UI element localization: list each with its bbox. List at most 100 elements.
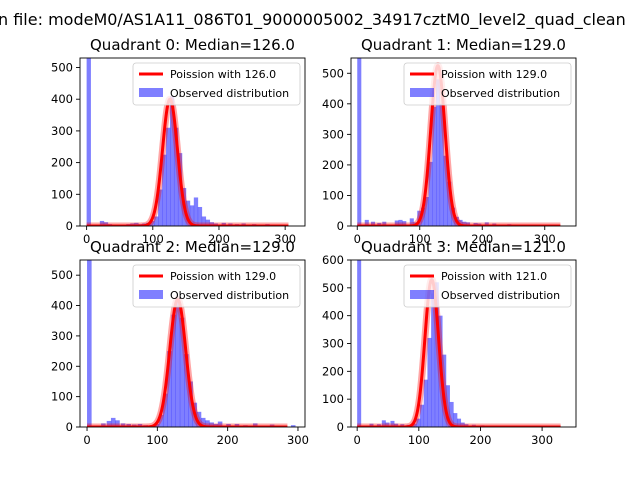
x-tick-label: 100 [146, 433, 168, 447]
legend-entry-observed: Observed distribution [441, 87, 560, 100]
y-tick-label: 0 [66, 219, 73, 233]
histogram-bar [423, 379, 428, 427]
subplot-grid: 0 100 200 300 0 100 200 300 400 500 Quadrant 0: Me… [51, 36, 577, 447]
y-tick-label: 500 [51, 61, 73, 75]
x-tick-label: 200 [471, 232, 493, 246]
y-tick-label: 400 [322, 309, 344, 323]
histogram-bar [252, 423, 258, 427]
histogram-bar [106, 420, 112, 427]
histogram-bar [226, 423, 231, 427]
histogram-bar [394, 423, 399, 427]
histogram-bar [205, 420, 210, 427]
histogram-bar [447, 181, 452, 226]
legend-entry-poisson: Poission with 129.0 [441, 68, 547, 81]
legend-box [132, 62, 301, 106]
poisson-curve [85, 97, 290, 226]
histogram-bar [173, 127, 179, 226]
y-tick-label: 100 [322, 392, 344, 406]
x-tick-label: 0 [354, 433, 361, 447]
histogram-bar [185, 200, 191, 226]
histogram-bar [209, 422, 214, 427]
histogram-bar [189, 205, 195, 226]
histogram-bar [126, 423, 131, 427]
x-tick-label: 300 [534, 232, 556, 246]
histogram-bar [217, 421, 223, 427]
histogram-bar [431, 293, 436, 427]
histogram-bar [154, 423, 160, 427]
histogram-bar [137, 423, 143, 427]
legend-entry-poisson: Poission with 126.0 [170, 68, 276, 81]
histogram-bar [87, 260, 92, 427]
y-tick-label: 200 [322, 158, 344, 172]
legend-box [403, 62, 572, 106]
x-tick-label: 300 [274, 232, 296, 246]
axes-frame [79, 259, 306, 428]
histogram-bar [484, 222, 489, 226]
x-tick-label: 100 [142, 232, 164, 246]
histogram-bar [162, 154, 167, 226]
histogram-bar [171, 314, 176, 427]
y-tick-label: 300 [51, 124, 73, 138]
poisson-curve [356, 64, 562, 226]
y-tick-label: 300 [322, 127, 344, 141]
histogram-bar [175, 299, 181, 427]
y-tick-label: 400 [322, 97, 344, 111]
histogram-bar [381, 420, 386, 427]
subplot-title: Quadrant 3: Median=121.0 [361, 238, 566, 256]
legend-entry-poisson: Poission with 129.0 [170, 270, 276, 283]
y-tick-label: 0 [337, 420, 344, 434]
poisson-curve-halo [83, 95, 292, 226]
x-tick-label: 0 [83, 433, 90, 447]
histogram-bar [101, 423, 106, 427]
histogram-bar [162, 393, 168, 427]
histogram-bar [443, 155, 448, 226]
x-tick-label: 200 [469, 433, 491, 447]
histogram-bar [457, 418, 462, 427]
histogram-bar [427, 337, 432, 427]
histogram-bar [432, 106, 437, 226]
histogram-bar [196, 411, 202, 427]
histogram-bar [290, 425, 296, 427]
legend-entry-observed: Observed distribution [170, 87, 289, 100]
histogram-bar [466, 222, 471, 226]
histogram-bar [209, 222, 215, 226]
histogram-bar [460, 422, 465, 427]
histogram-bar [402, 221, 407, 226]
histogram-bar [390, 420, 395, 427]
legend-box [403, 264, 572, 308]
legend: Poission with 121.0 Observed distribution [403, 264, 572, 308]
histogram-bar [420, 404, 425, 427]
y-tick-label: 200 [51, 359, 73, 373]
y-tick-label: 0 [66, 420, 73, 434]
histogram-bar [398, 219, 403, 226]
histogram-bar [439, 103, 444, 226]
histogram-bar [377, 222, 382, 226]
histogram-bar [221, 222, 226, 226]
subplot-title: Quadrant 1: Median=129.0 [361, 36, 566, 54]
x-tick-label: 200 [208, 232, 230, 246]
histogram-bar [184, 354, 189, 427]
histogram-bar [158, 189, 163, 226]
histogram-bar [110, 417, 116, 427]
y-tick-label: 500 [51, 268, 73, 282]
histogram-bar [357, 58, 362, 226]
histogram-bar [234, 423, 240, 427]
histogram-bar [394, 220, 399, 226]
poisson-curve-group [354, 62, 564, 226]
axes-frame [79, 57, 306, 227]
histogram-bar [445, 385, 450, 427]
legend-bar-swatch [410, 88, 434, 97]
legend: Poission with 129.0 Observed distribution [132, 264, 301, 308]
histogram-bar [385, 422, 390, 427]
histogram-bar [436, 79, 441, 226]
legend-bar-swatch [410, 290, 434, 299]
x-tick-label: 200 [217, 433, 239, 447]
histogram-bar [364, 219, 369, 226]
histogram-bar [213, 423, 219, 427]
histogram-bar [462, 221, 467, 226]
poisson-curve-group [83, 295, 291, 427]
subplot-title: Quadrant 0: Median=126.0 [90, 36, 295, 54]
histogram-bar [166, 127, 171, 226]
histogram-bar [409, 218, 414, 226]
y-tick-label: 300 [51, 329, 73, 343]
